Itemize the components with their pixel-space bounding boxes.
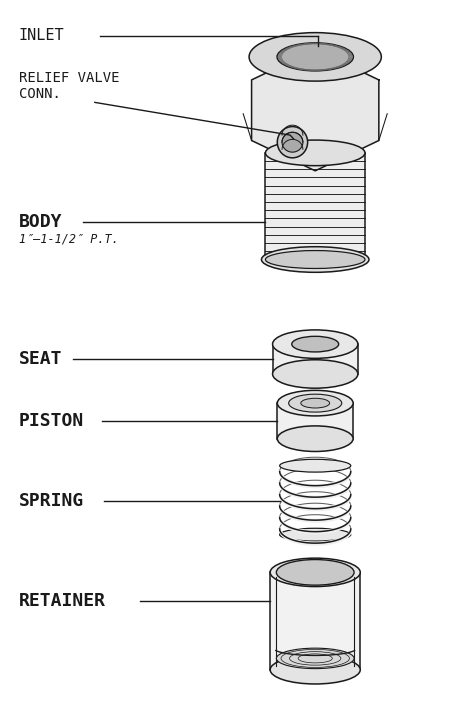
Ellipse shape [273, 360, 358, 388]
Ellipse shape [265, 140, 365, 166]
Ellipse shape [282, 132, 303, 152]
Ellipse shape [276, 648, 354, 668]
Ellipse shape [249, 33, 381, 81]
Ellipse shape [270, 656, 360, 684]
Text: CONN.: CONN. [19, 87, 61, 101]
Ellipse shape [270, 558, 360, 587]
Ellipse shape [280, 459, 351, 472]
Polygon shape [273, 344, 358, 374]
Text: SPRING: SPRING [19, 492, 84, 510]
Text: PISTON: PISTON [19, 412, 84, 430]
Text: 1″—1-1/2″ P.T.: 1″—1-1/2″ P.T. [19, 232, 118, 245]
Ellipse shape [289, 394, 342, 412]
Polygon shape [265, 153, 365, 260]
Polygon shape [270, 572, 360, 670]
Ellipse shape [280, 528, 351, 541]
Text: BODY: BODY [19, 213, 63, 231]
Ellipse shape [265, 250, 365, 269]
Polygon shape [252, 50, 379, 171]
Ellipse shape [276, 560, 354, 585]
Ellipse shape [292, 336, 338, 352]
Ellipse shape [262, 247, 369, 272]
Ellipse shape [277, 390, 353, 416]
Text: INLET: INLET [19, 28, 64, 43]
Ellipse shape [277, 426, 353, 451]
Text: SEAT: SEAT [19, 350, 63, 368]
Polygon shape [277, 403, 353, 439]
Text: RELIEF VALVE: RELIEF VALVE [19, 71, 119, 85]
Ellipse shape [301, 398, 329, 408]
Ellipse shape [277, 43, 354, 71]
Text: RETAINER: RETAINER [19, 592, 106, 610]
Ellipse shape [273, 330, 358, 358]
Ellipse shape [277, 127, 308, 158]
